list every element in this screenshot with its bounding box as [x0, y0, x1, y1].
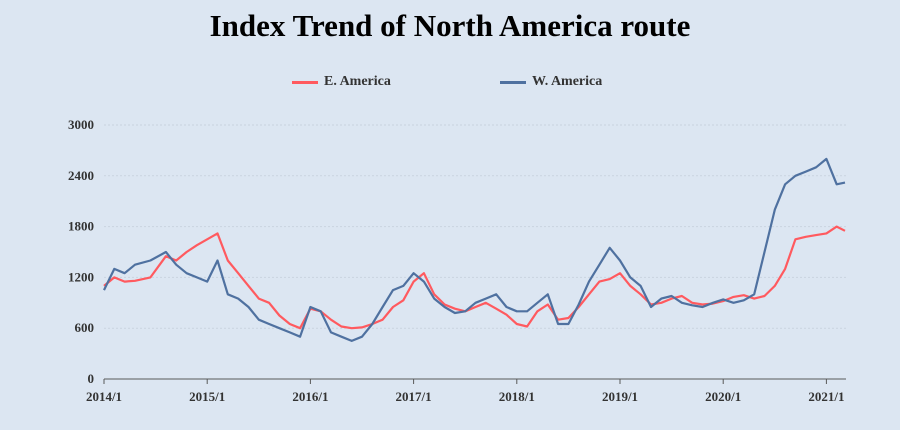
legend-item-east: E. America [292, 74, 391, 90]
x-tick-label: 2021/1 [808, 389, 844, 404]
legend-label-west: W. America [532, 74, 603, 89]
y-tick-label: 2400 [68, 168, 94, 183]
y-tick-label: 600 [75, 320, 95, 335]
y-tick-label: 0 [88, 371, 95, 386]
x-tick-label: 2018/1 [499, 389, 535, 404]
x-tick-label: 2019/1 [602, 389, 638, 404]
y-tick-label: 3000 [68, 117, 94, 132]
x-tick-label: 2017/1 [396, 389, 432, 404]
series-line-west-america [103, 157, 846, 342]
x-tick-label: 2020/1 [705, 389, 741, 404]
chart-title: Index Trend of North America route [209, 8, 691, 43]
legend-swatch-west [500, 80, 526, 84]
legend-item-west: W. America [500, 74, 602, 90]
x-tick-label: 2014/1 [86, 389, 122, 404]
x-tick-label: 2016/1 [292, 389, 328, 404]
legend-swatch-east [292, 80, 318, 84]
legend-label-east: E. America [324, 74, 391, 89]
y-tick-label: 1800 [68, 219, 94, 234]
x-tick-label: 2015/1 [189, 389, 225, 404]
y-tick-label: 1200 [68, 269, 94, 284]
